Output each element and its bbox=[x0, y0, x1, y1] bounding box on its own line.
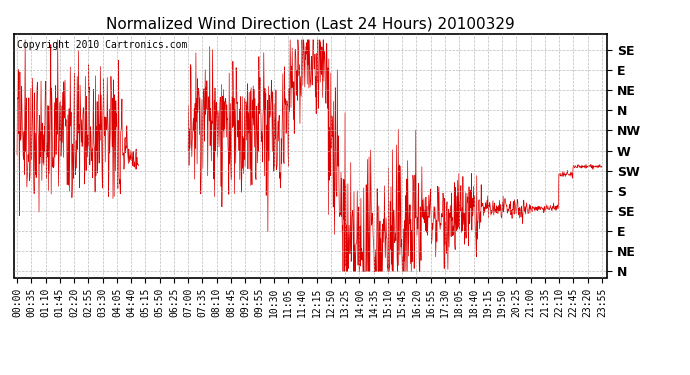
Title: Normalized Wind Direction (Last 24 Hours) 20100329: Normalized Wind Direction (Last 24 Hours… bbox=[106, 16, 515, 31]
Text: Copyright 2010 Cartronics.com: Copyright 2010 Cartronics.com bbox=[17, 40, 187, 50]
